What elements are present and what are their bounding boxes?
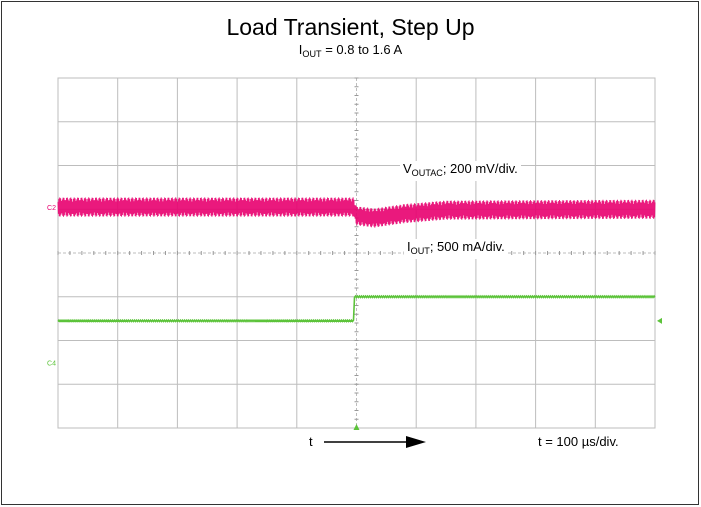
- axis-ticks: [57, 77, 656, 430]
- trigger-marker: [353, 424, 360, 430]
- iout-annotation: IOUT; 500 mA/div.: [404, 239, 508, 259]
- iout-trace: [57, 294, 656, 323]
- chart-subtitle: IOUT = 0.8 to 1.6 A: [298, 42, 403, 59]
- channel-markers: C2 C4: [47, 205, 662, 367]
- time-arrow-head: [406, 436, 426, 448]
- vout-trace: [57, 197, 656, 228]
- vout-annotation: VOUTAC; 200 mV/div.: [400, 161, 521, 181]
- c2-channel-marker: C2: [47, 205, 56, 212]
- c4-channel-marker: C4: [47, 360, 56, 367]
- time-div-label: t = 100 µs/div.: [538, 434, 619, 449]
- chart-title: Load Transient, Step Up: [226, 14, 475, 40]
- series-layer: [57, 197, 656, 323]
- c4-level-marker: [657, 317, 662, 324]
- time-arrow: [324, 436, 426, 448]
- time-axis-label: t: [309, 434, 313, 449]
